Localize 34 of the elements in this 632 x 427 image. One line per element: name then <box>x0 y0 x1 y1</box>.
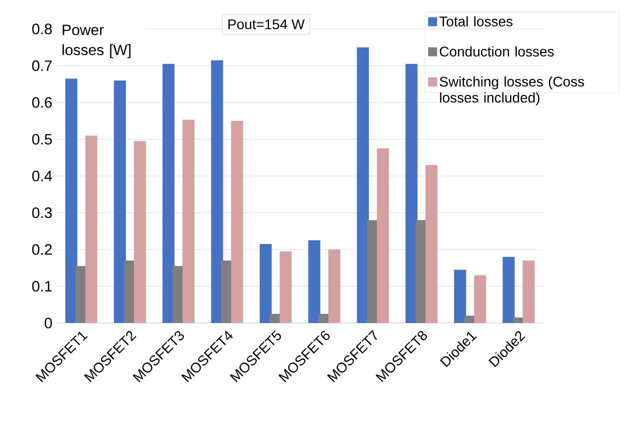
bar <box>65 78 78 323</box>
bar <box>376 148 389 323</box>
annotation: Pout=154 W <box>228 20 305 30</box>
legend-label: Total losses <box>439 16 512 26</box>
bar <box>182 120 195 323</box>
bar <box>280 251 292 323</box>
y-tick-label: 0.3 <box>32 207 52 218</box>
bar <box>114 80 126 323</box>
bar <box>85 136 98 323</box>
y-tick-label: 0.1 <box>32 280 52 292</box>
bar <box>134 141 146 323</box>
bar <box>211 60 224 323</box>
bar <box>260 244 272 323</box>
bar <box>474 275 486 323</box>
y-tick-label: 0.4 <box>32 170 52 182</box>
bar <box>502 256 515 323</box>
bar <box>405 64 418 323</box>
y-tick-label: 0.7 <box>32 60 52 72</box>
bar <box>425 164 438 323</box>
bar <box>522 260 535 323</box>
bar <box>328 249 340 323</box>
y-tick-label: 0.8 <box>32 24 52 34</box>
y-axis-title: Power losses [W] <box>62 24 130 58</box>
bar <box>231 120 244 323</box>
bar <box>356 47 369 323</box>
legend-label: Switching losses (Coss losses included) <box>440 76 584 106</box>
y-tick-label: 0.6 <box>32 97 52 108</box>
y-tick-label: 0.5 <box>32 134 52 145</box>
bar <box>162 64 175 323</box>
y-tick-label: 0.2 <box>32 244 52 255</box>
bar <box>454 270 466 323</box>
bar <box>308 240 320 323</box>
legend-label: Conduction losses <box>440 46 554 57</box>
y-tick-label: 0 <box>44 318 52 328</box>
